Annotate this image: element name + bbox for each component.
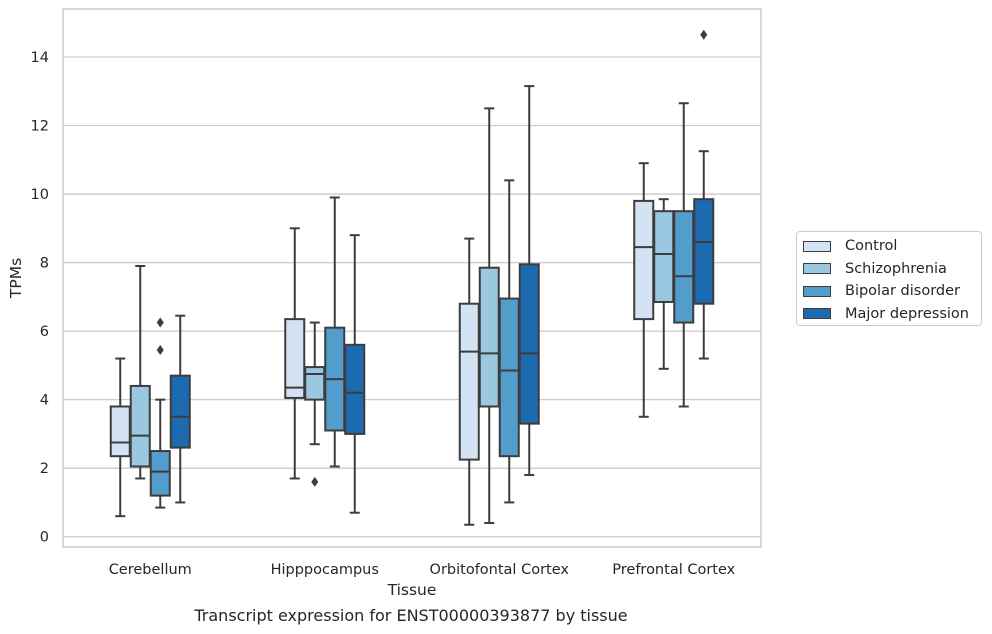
- box-2-1: [478, 107, 500, 525]
- y-tick-labels: 0 2 4 6 8 10 12 14: [31, 50, 49, 546]
- chart-caption: Transcript expression for ENST0000039387…: [194, 606, 628, 625]
- legend-label: Schizophrenia: [845, 260, 947, 277]
- y-axis-label: TPMs: [7, 258, 25, 299]
- x-tick-label: Prefrontal Cortex: [612, 562, 735, 578]
- y-tick-label: 8: [40, 256, 49, 272]
- box-0-0: [109, 357, 131, 518]
- box-2-2: [498, 179, 520, 504]
- outlier-point: [156, 317, 164, 328]
- iqr-box: [344, 343, 366, 435]
- legend-swatch: [803, 308, 831, 320]
- iqr-box: [498, 297, 520, 458]
- legend-item: Schizophrenia: [803, 258, 975, 281]
- box-plot-marks: [109, 29, 715, 526]
- legend-swatch: [803, 263, 831, 275]
- y-tick-label: 6: [40, 324, 49, 340]
- iqr-box: [109, 405, 131, 458]
- iqr-box: [169, 374, 191, 449]
- legend-item: Control: [803, 235, 975, 258]
- y-tick-label: 4: [40, 393, 49, 409]
- x-tick-labels: Cerebellum Hipppocampus Orbitofontal Corte…: [109, 562, 736, 578]
- y-tick-label: 14: [31, 50, 49, 66]
- box-0-3: [169, 314, 191, 504]
- iqr-box: [129, 384, 151, 468]
- x-tick-label: Orbitofontal Cortex: [430, 562, 570, 578]
- box-1-1: [304, 321, 326, 487]
- iqr-box: [653, 210, 675, 303]
- box-2-0: [458, 237, 480, 526]
- legend-label: Bipolar disorder: [845, 283, 960, 300]
- box-1-0: [284, 227, 306, 480]
- plot-frame: [62, 8, 762, 548]
- iqr-box: [633, 199, 655, 321]
- iqr-box: [518, 263, 540, 425]
- iqr-box: [149, 450, 171, 497]
- x-axis-label: Tissue: [387, 581, 437, 599]
- iqr-box: [458, 302, 480, 461]
- y-tick-label: 0: [40, 530, 49, 546]
- box-1-3: [344, 234, 366, 514]
- y-tick-label: 2: [40, 461, 49, 477]
- x-tick-label: Hipppocampus: [271, 562, 379, 578]
- iqr-box: [693, 198, 715, 305]
- box-3-1: [653, 198, 675, 370]
- iqr-box: [673, 210, 695, 324]
- box-1-2: [324, 196, 346, 468]
- box-3-3: [693, 29, 715, 360]
- box-3-0: [633, 162, 655, 418]
- iqr-box: [304, 366, 326, 401]
- box-0-1: [129, 265, 151, 480]
- legend: Control Schizophrenia Bipolar disorder Majo…: [796, 231, 982, 326]
- x-tick-label: Cerebellum: [109, 562, 192, 578]
- box-0-2: [149, 317, 171, 509]
- iqr-box: [284, 318, 306, 399]
- outlier-point: [311, 476, 319, 487]
- outlier-point: [700, 29, 708, 40]
- y-tick-label: 10: [31, 187, 49, 203]
- iqr-box: [478, 266, 500, 408]
- outlier-point: [156, 344, 164, 355]
- legend-item: Bipolar disorder: [803, 280, 975, 303]
- legend-label: Control: [845, 238, 898, 255]
- legend-label: Major depression: [845, 305, 969, 322]
- legend-item: Major depression: [803, 303, 975, 326]
- legend-swatch: [803, 285, 831, 297]
- box-3-2: [673, 102, 695, 408]
- box-2-3: [518, 85, 540, 477]
- y-tick-label: 12: [31, 119, 49, 135]
- legend-swatch: [803, 240, 831, 252]
